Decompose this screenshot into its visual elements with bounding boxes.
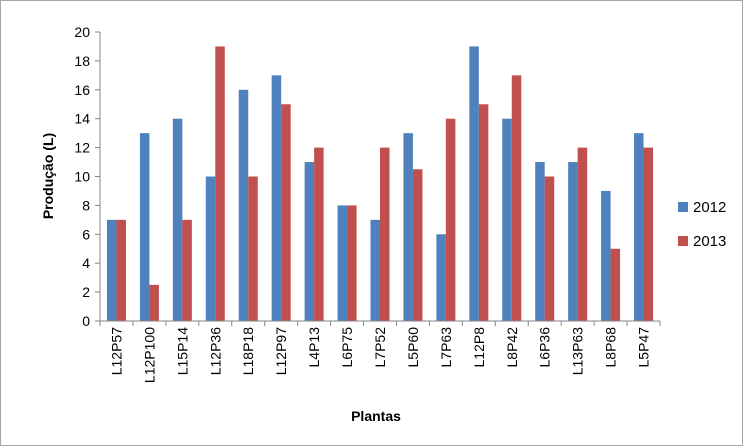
x-tick-label-L5P60: L5P60 — [405, 327, 421, 368]
bar-2012-L8P42 — [502, 118, 512, 321]
x-tick-label-L6P36: L6P36 — [537, 327, 553, 368]
plot-area: 0 2 4 6 8 10 12 14 16 18 20 L12P57 L12P100 L15P14 L12P… — [74, 24, 661, 383]
x-axis-title: Plantas — [351, 408, 401, 424]
bar-2012-L15P14 — [172, 118, 183, 321]
x-tick-label-L8P68: L8P68 — [603, 327, 619, 368]
bar-2012-L8P68 — [601, 190, 611, 321]
y-tick-label-8: 8 — [82, 197, 90, 213]
bar-2012-L5P47 — [634, 133, 644, 321]
y-tick-label-14: 14 — [74, 111, 90, 127]
x-tick-label-L6P75: L6P75 — [339, 327, 355, 368]
bar-2012-L7P52 — [370, 219, 380, 321]
x-tick-label-L5P47: L5P47 — [636, 327, 652, 368]
bar-2013-L12P57 — [116, 219, 126, 321]
x-tick-label-L4P13: L4P13 — [306, 327, 322, 368]
bar-2012-L5P60 — [403, 133, 413, 321]
bar-2013-L12P36 — [215, 46, 225, 321]
bar-2012-L12P36 — [205, 176, 216, 321]
bar-2012-L6P36 — [535, 162, 545, 321]
y-tick-label-12: 12 — [74, 140, 90, 156]
bar-2012-L18P18 — [238, 89, 249, 321]
bar-2013-L13P63 — [577, 147, 588, 321]
bar-2013-L5P47 — [643, 147, 654, 321]
bar-2013-L7P52 — [380, 147, 390, 321]
bar-2013-L6P36 — [544, 176, 555, 321]
x-tick-label-L12P8: L12P8 — [471, 327, 487, 368]
y-tick-label-6: 6 — [82, 226, 90, 242]
x-tick-label-L15P14: L15P14 — [174, 327, 190, 375]
bar-2013-L5P60 — [412, 169, 423, 321]
bar-2012-L12P97 — [271, 75, 282, 321]
bar-2013-L18P18 — [248, 176, 258, 321]
legend-swatch-2012 — [678, 202, 688, 212]
x-tick-label-L18P18: L18P18 — [240, 327, 256, 375]
x-tick-label-L12P97: L12P97 — [273, 327, 289, 375]
x-tick-label-L13P63: L13P63 — [570, 327, 586, 375]
bar-2012-L4P13 — [304, 162, 315, 321]
bar-2013-L7P63 — [445, 118, 456, 321]
y-tick-label-20: 20 — [74, 24, 90, 40]
y-tick-label-0: 0 — [82, 313, 90, 329]
y-tick-label-10: 10 — [74, 169, 90, 185]
bar-2013-L12P8 — [478, 104, 489, 321]
bar-2013-L4P13 — [314, 147, 324, 321]
bar-2012-L12P8 — [469, 46, 479, 321]
bar-2013-L12P100 — [149, 284, 159, 322]
bar-2013-L8P42 — [511, 75, 522, 321]
bar-2012-L6P75 — [337, 205, 348, 321]
x-tick-label-L12P57: L12P57 — [108, 327, 124, 375]
legend-label-2013: 2013 — [693, 233, 726, 250]
bar-2013-L8P68 — [610, 248, 621, 321]
legend-label-2012: 2012 — [693, 199, 726, 216]
bar-2013-L12P97 — [281, 104, 291, 321]
y-tick-label-2: 2 — [82, 284, 90, 300]
bar-2012-L12P57 — [106, 219, 117, 321]
bar-2013-L15P14 — [182, 219, 192, 321]
y-tick-label-16: 16 — [74, 82, 90, 98]
y-tick-label-4: 4 — [82, 255, 90, 271]
y-tick-label-18: 18 — [74, 53, 90, 69]
bar-2013-L6P75 — [347, 205, 357, 321]
legend-swatch-2013 — [678, 236, 688, 246]
bar-2012-L12P100 — [139, 133, 150, 321]
legend: 2012 2013 — [678, 199, 726, 250]
bar-2012-L7P63 — [436, 234, 446, 321]
y-axis-title: Produção (L) — [40, 133, 56, 219]
x-tick-label-L7P63: L7P63 — [438, 327, 454, 368]
x-tick-label-L12P100: L12P100 — [141, 327, 157, 383]
x-tick-label-L7P52: L7P52 — [372, 327, 388, 368]
x-tick-label-L8P42: L8P42 — [504, 327, 520, 368]
bar-2012-L13P63 — [568, 162, 578, 321]
x-tick-label-L12P36: L12P36 — [207, 327, 223, 375]
